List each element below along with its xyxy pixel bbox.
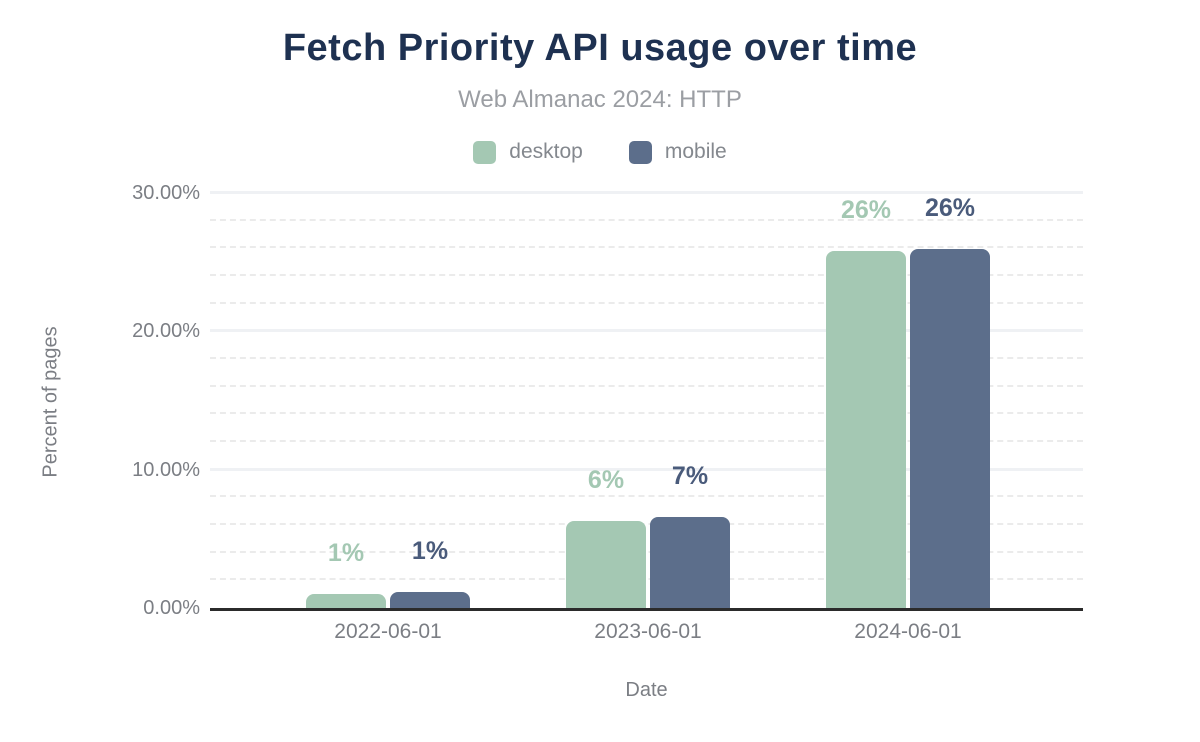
data-label-desktop-2023-06-01: 6% xyxy=(587,465,625,494)
plot-area: 1% 1% 6% 7% 26% 26% xyxy=(210,191,1083,611)
legend-label-desktop: desktop xyxy=(509,140,583,163)
bar-mobile-2023-06-01[interactable] xyxy=(650,517,730,608)
chart-subtitle: Web Almanac 2024: HTTP xyxy=(458,86,742,113)
major-gridline xyxy=(210,191,1083,194)
bar-mobile-2022-06-01[interactable] xyxy=(390,592,470,608)
y-tick-label: 30.00% xyxy=(132,182,200,204)
bar-desktop-2023-06-01[interactable] xyxy=(566,520,646,608)
minor-gridline xyxy=(210,523,1083,525)
legend: desktop mobile xyxy=(0,140,1200,164)
x-axis-title: Date xyxy=(625,679,668,701)
minor-gridline xyxy=(210,218,1083,221)
bar-desktop-2022-06-01[interactable] xyxy=(306,594,386,608)
major-gridline xyxy=(210,467,1083,471)
legend-item-desktop: desktop xyxy=(473,140,583,164)
x-tick-label-2023-06-01: 2023-06-01 xyxy=(594,620,702,643)
x-tick-label-2024-06-01: 2024-06-01 xyxy=(854,620,962,643)
minor-gridline xyxy=(210,550,1083,553)
minor-gridline xyxy=(210,357,1083,359)
legend-swatch-mobile xyxy=(628,140,652,164)
data-label-mobile-2022-06-01: 1% xyxy=(411,537,449,566)
legend-label-mobile: mobile xyxy=(664,140,727,163)
data-label-desktop-2022-06-01: 1% xyxy=(327,539,365,568)
minor-gridline xyxy=(210,246,1083,249)
major-gridline xyxy=(210,329,1083,333)
chart-title: Fetch Priority API usage over time xyxy=(282,27,918,69)
minor-gridline xyxy=(210,412,1083,415)
minor-gridline xyxy=(210,384,1083,387)
legend-swatch-desktop xyxy=(473,140,497,164)
minor-gridline xyxy=(210,274,1083,276)
bar-desktop-2024-06-01[interactable] xyxy=(826,251,906,608)
y-tick-label: 20.00% xyxy=(132,320,200,343)
minor-gridline xyxy=(210,301,1083,304)
minor-gridline xyxy=(210,495,1083,498)
data-label-desktop-2024-06-01: 26% xyxy=(840,196,892,225)
y-tick-label: 0.00% xyxy=(143,597,200,619)
data-label-mobile-2023-06-01: 7% xyxy=(671,462,709,491)
data-label-mobile-2024-06-01: 26% xyxy=(924,194,976,223)
minor-gridline xyxy=(210,578,1083,581)
bar-mobile-2024-06-01[interactable] xyxy=(910,249,990,608)
minor-gridline xyxy=(210,440,1083,442)
x-tick-label-2022-06-01: 2022-06-01 xyxy=(334,620,442,643)
y-axis-title: Percent of pages xyxy=(39,326,62,478)
y-tick-label: 10.00% xyxy=(132,458,200,481)
legend-item-mobile: mobile xyxy=(628,140,727,164)
